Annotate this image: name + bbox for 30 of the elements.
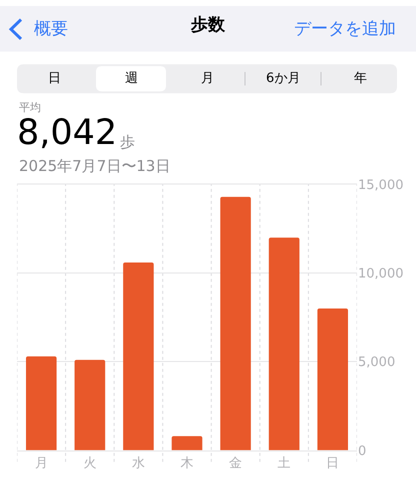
x-tick-label: 月 — [34, 456, 48, 471]
x-tick-label: 金 — [229, 456, 242, 471]
x-tick-label: 木 — [180, 456, 194, 471]
text: 月 — [201, 71, 214, 86]
chart-title: 歩数 — [190, 14, 226, 35]
bar — [220, 196, 251, 450]
x-tick-label: 土 — [278, 456, 291, 471]
y-tick-label: 10,000 — [358, 266, 404, 282]
bar — [268, 238, 300, 450]
text: 6か月 — [266, 71, 300, 86]
text: 歩 — [120, 133, 135, 151]
text: 日 — [48, 71, 61, 86]
text: データを追加 — [294, 19, 396, 39]
x-tick-label: 日 — [326, 456, 340, 471]
text: 週 — [125, 71, 138, 86]
bar — [172, 436, 202, 450]
bar — [317, 308, 348, 450]
y-tick-label: 5,000 — [358, 355, 396, 370]
text: 年 — [354, 71, 367, 86]
bar — [26, 356, 57, 450]
bar — [74, 360, 106, 450]
x-tick-label: 火 — [83, 456, 96, 471]
y-tick-label: 15,000 — [358, 178, 404, 194]
bar — [123, 262, 154, 450]
x-tick-label: 水 — [132, 456, 145, 471]
y-tick-label: 0 — [358, 444, 366, 459]
text: 概要 — [34, 19, 68, 39]
text: 平均 — [19, 101, 41, 114]
text: 2025年7月7日〜13日 — [19, 157, 170, 175]
text: 8,042 — [17, 113, 118, 153]
